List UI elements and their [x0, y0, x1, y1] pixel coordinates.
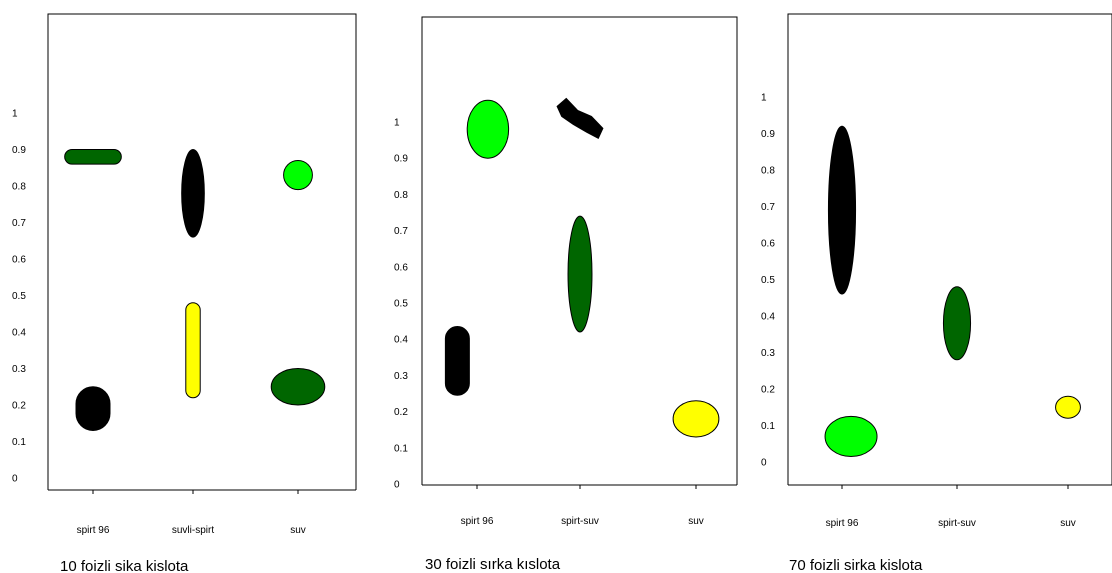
spot-suv-dark-green — [270, 368, 326, 406]
spot-suvli-spirt-black — [181, 149, 205, 238]
y-tick-label: 0.5 — [394, 299, 408, 310]
y-tick-label: 0 — [12, 474, 18, 485]
y-tick-label: 0.1 — [12, 437, 26, 448]
chart-panel-10-percent: spirt 96 suvli-spirt suv 0 0.1 0.2 0.3 0.4 0.5 0.… — [12, 13, 357, 573]
y-tick-label: 0.2 — [12, 401, 26, 412]
x-tick-label-suv: suv — [1060, 518, 1076, 529]
panel-caption: 30 foizli sırka kıslota — [425, 556, 561, 573]
y-tick-label: 0.3 — [761, 348, 775, 359]
x-tick-label-spirt-suv: spirt-suv — [561, 516, 599, 527]
x-tick-label-spirt-96: spirt 96 — [461, 516, 494, 527]
y-tick-label: 1 — [761, 93, 767, 104]
plot-frame — [47, 13, 357, 490]
panel-caption: 70 foizli sirka kislota — [789, 557, 923, 573]
x-tick-label-spirt-suv: spirt-suv — [938, 518, 976, 529]
y-tick-label: 0.7 — [761, 202, 775, 213]
chart-panel-70-percent: spirt 96 spirt-suv suv 0 0.1 0.2 0.3 0.4 0.5 0.6 0… — [761, 13, 1112, 573]
spot-suv-yellow — [672, 400, 720, 438]
y-tick-label: 0.6 — [12, 255, 26, 266]
y-tick-label: 0.3 — [394, 371, 408, 382]
spot-spirt-suv-black — [556, 97, 604, 139]
x-tick-label-suv: suv — [688, 516, 704, 527]
y-tick-label: 0.2 — [394, 407, 408, 418]
y-tick-label: 0.9 — [12, 145, 26, 156]
y-tick-label: 0.7 — [12, 218, 26, 229]
y-tick-label: 0.8 — [12, 182, 26, 193]
spot-spirt-96-light-green — [466, 99, 510, 159]
y-tick-label: 0 — [761, 458, 767, 469]
x-tick-label-spirt-96: spirt 96 — [826, 518, 859, 529]
y-tick-label: 0.4 — [394, 335, 408, 346]
chart-panel-30-percent: spirt 96 spirt-suv suv 0 0.1 0.2 0.3 0.4 0.5 0.6 0… — [394, 16, 738, 573]
spot-suv-yellow — [1055, 395, 1081, 419]
y-tick-label: 0.4 — [761, 312, 775, 323]
y-tick-label: 0.5 — [761, 275, 775, 286]
spot-spirt-suv-dark-green — [567, 215, 593, 333]
plot-frame — [421, 16, 738, 485]
y-tick-label: 0.8 — [394, 190, 408, 201]
y-tick-label: 0.6 — [394, 262, 408, 273]
y-tick-label: 1 — [394, 118, 400, 129]
x-tick-label-suvli-spirt: suvli-spirt — [172, 525, 214, 536]
y-tick-label: 0.2 — [761, 385, 775, 396]
spot-spirt-suv-dark-green — [942, 286, 972, 361]
y-tick-label: 0.5 — [12, 291, 26, 302]
y-tick-label: 0.7 — [394, 226, 408, 237]
y-tick-label: 0.4 — [12, 328, 26, 339]
y-tick-label: 0.8 — [761, 166, 775, 177]
spot-suvli-spirt-yellow — [185, 302, 201, 399]
spot-spirt-96-light-green — [824, 415, 878, 458]
spot-spirt-96-black — [827, 125, 857, 295]
y-tick-label: 0.1 — [761, 421, 775, 432]
spot-spirt-96-black — [75, 386, 111, 432]
y-tick-label: 0.9 — [394, 154, 408, 165]
spot-spirt-96-black — [444, 326, 470, 396]
y-tick-label: 1 — [12, 109, 18, 120]
y-tick-label: 0 — [394, 480, 400, 491]
x-tick-label-spirt-96: spirt 96 — [77, 525, 110, 536]
plot-frame — [787, 13, 1112, 485]
y-tick-label: 0.1 — [394, 443, 408, 454]
y-tick-label: 0.6 — [761, 239, 775, 250]
y-tick-label: 0.3 — [12, 364, 26, 375]
spot-suv-light-green — [283, 159, 313, 191]
y-tick-label: 0.9 — [761, 129, 775, 140]
spot-spirt-96-dark-green — [64, 149, 122, 165]
panel-caption: 10 foizli sika kislota — [60, 558, 189, 573]
x-tick-label-suv: suv — [290, 525, 306, 536]
